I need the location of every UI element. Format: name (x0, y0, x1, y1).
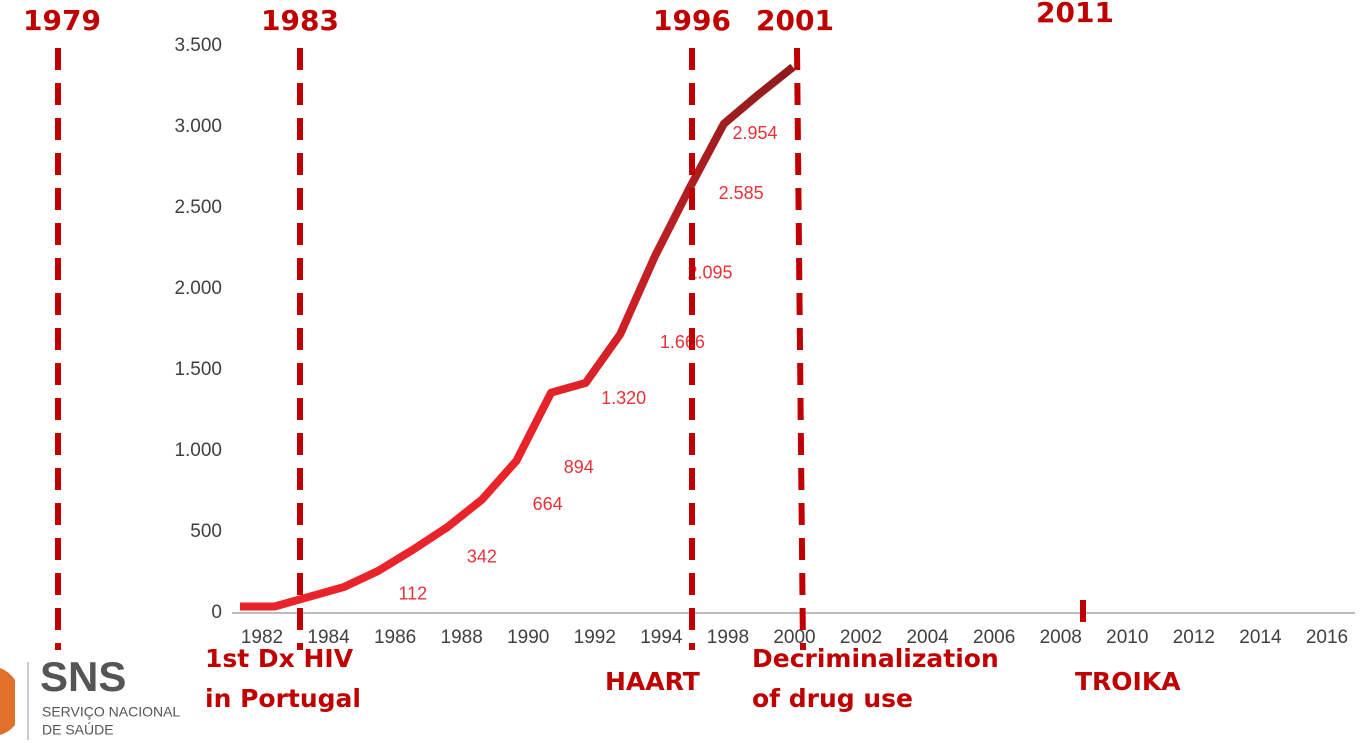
x-tick-label: 2002 (840, 627, 882, 648)
y-tick-label: 0 (211, 602, 222, 623)
logo-mark (0, 668, 15, 735)
event-caption: in Portugal (205, 684, 361, 713)
x-tick-label: 1984 (307, 627, 350, 648)
event-year: 1983 (261, 4, 339, 37)
event-year: 1996 (653, 4, 731, 37)
x-tick-label: 1988 (441, 627, 483, 648)
event-line (794, 47, 806, 651)
event-year: 1979 (23, 4, 101, 37)
x-tick-label: 2006 (973, 627, 1015, 648)
event-year: 2011 (1036, 0, 1114, 29)
data-label: 2.954 (732, 123, 777, 143)
x-tick-label: 2000 (773, 627, 815, 648)
logo-line: SERVIÇO NACIONAL (42, 704, 180, 720)
x-tick-label: 1982 (241, 627, 283, 648)
data-label: 342 (467, 546, 497, 566)
y-tick-label: 3.000 (174, 116, 222, 137)
x-tick-label: 1990 (507, 627, 549, 648)
event-caption: 1st Dx HIV (205, 644, 354, 673)
y-tick-label: 1.000 (174, 440, 222, 461)
data-label: 2.095 (688, 262, 733, 282)
data-label: 2.585 (719, 183, 764, 203)
event-caption: TROIKA (1075, 667, 1181, 696)
event-caption: of drug use (752, 684, 913, 713)
line (240, 63, 796, 611)
x-tick-label: 2014 (1239, 627, 1282, 648)
y-tick-label: 1.500 (174, 359, 222, 380)
event-caption: Decriminalization (752, 644, 999, 673)
x-tick-label: 1986 (374, 627, 416, 648)
x-tick-label: 2012 (1173, 627, 1215, 648)
x-tick-label: 2016 (1306, 627, 1348, 648)
y-tick-label: 3.500 (174, 35, 222, 56)
data-label: 1.320 (601, 388, 646, 408)
logo-line: DE SAÚDE (42, 722, 114, 738)
data-label: 1.666 (660, 332, 705, 352)
y-tick-label: 500 (190, 521, 222, 542)
data-label: 664 (533, 494, 563, 514)
x-tick-label: 1998 (707, 627, 749, 648)
y-tick-label: 2.500 (174, 197, 222, 218)
x-tick-label: 1994 (640, 627, 683, 648)
event-caption: HAART (605, 667, 700, 696)
y-tick-label: 2.000 (174, 278, 222, 299)
x-tick-label: 2004 (906, 627, 949, 648)
logo-title: SNS (40, 653, 126, 700)
x-tick-label: 2008 (1040, 627, 1082, 648)
data-label: 894 (564, 457, 594, 477)
event-year: 2001 (756, 4, 834, 37)
x-tick-label: 1992 (574, 627, 616, 648)
x-tick-label: 2010 (1106, 627, 1148, 648)
data-label: 112 (398, 584, 427, 604)
